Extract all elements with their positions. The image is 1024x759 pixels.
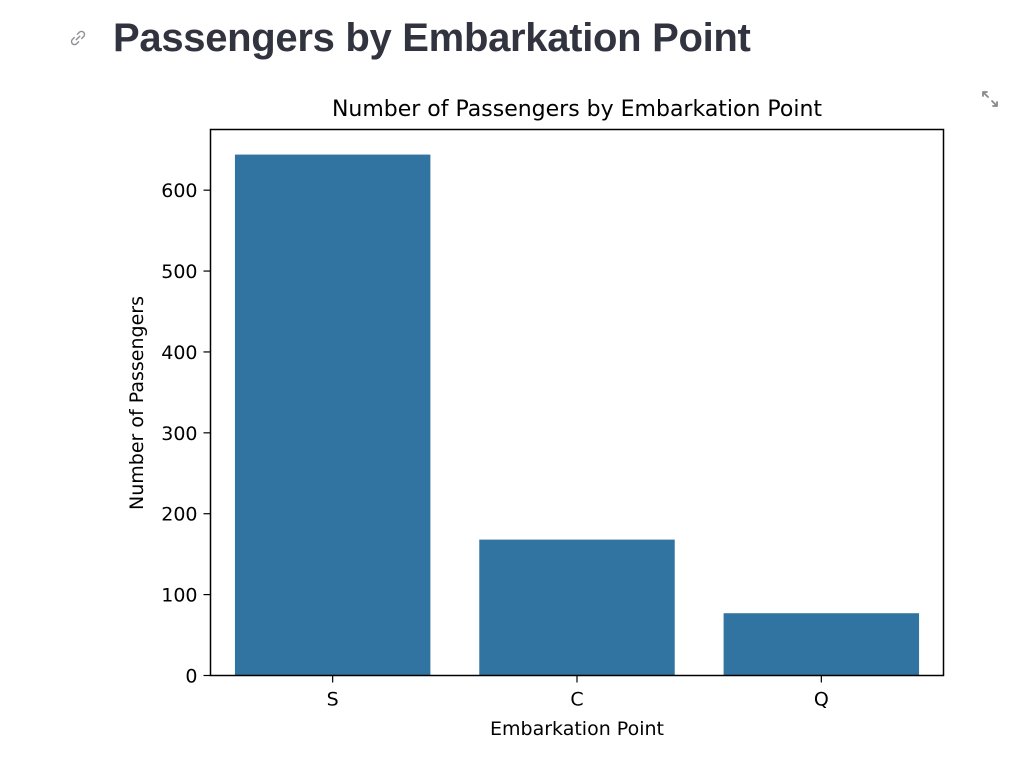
y-tick-label: 600 [161, 180, 197, 202]
page-title: Passengers by Embarkation Point [113, 16, 751, 60]
y-tick-label: 200 [161, 504, 197, 526]
y-axis: 0 100 200 300 400 500 600 [161, 180, 211, 688]
link-icon[interactable] [66, 26, 90, 50]
plot-frame [209, 128, 945, 677]
bar-c [479, 539, 675, 676]
y-tick-label: 0 [185, 666, 197, 688]
y-tick-label: 300 [161, 423, 197, 445]
page-header: Passengers by Embarkation Point [0, 0, 1024, 80]
x-axis-label: Embarkation Point [490, 718, 664, 740]
chart-title: Number of Passengers by Embarkation Poin… [332, 97, 822, 122]
y-tick-label: 500 [161, 261, 197, 283]
y-axis-label: Number of Passengers [126, 296, 148, 510]
bars-group [234, 154, 920, 676]
fullscreen-expand-icon[interactable] [978, 87, 1002, 111]
bar-q [723, 613, 920, 676]
x-tick-label: S [327, 689, 339, 711]
x-tick-label: Q [814, 689, 829, 711]
x-tick-label: C [570, 689, 583, 711]
bar-s [234, 154, 431, 676]
y-tick-label: 400 [161, 342, 197, 364]
y-tick-label: 100 [161, 585, 197, 607]
